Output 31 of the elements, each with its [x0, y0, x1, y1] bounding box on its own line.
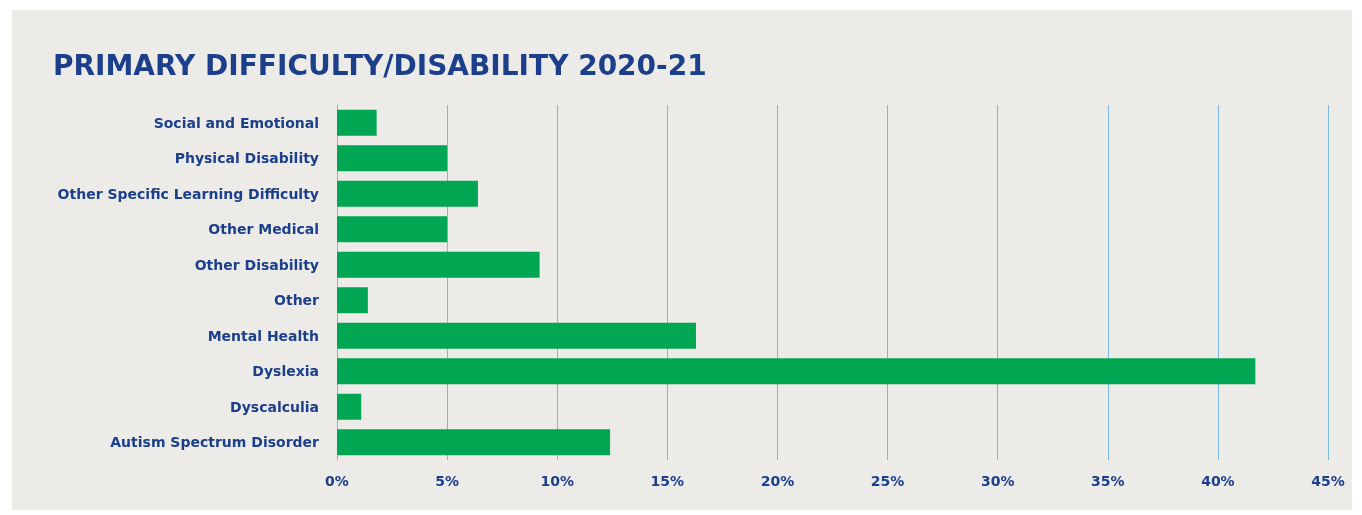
bar	[337, 251, 540, 278]
x-tick-label: 40%	[1201, 473, 1235, 489]
y-tick-label: Other Medical	[208, 221, 319, 238]
y-tick-label: Dyscalculia	[230, 398, 319, 415]
x-tick-label: 45%	[1311, 473, 1345, 489]
bar	[337, 429, 611, 456]
x-tick-label: 0%	[325, 473, 349, 489]
x-tick-label: 15%	[650, 473, 685, 489]
y-tick-label: Dyslexia	[252, 363, 319, 380]
bar	[337, 109, 377, 136]
y-tick-label: Social and Emotional	[153, 114, 319, 131]
y-tick-label: Other Disability	[194, 256, 319, 273]
bar	[337, 393, 362, 420]
y-tick-label: Other	[274, 292, 320, 309]
y-tick-label: Physical Disability	[174, 150, 319, 167]
x-tick-label: 20%	[760, 473, 795, 489]
y-tick-label: Autism Spectrum Disorder	[110, 434, 320, 451]
bar	[337, 145, 448, 172]
bar	[337, 216, 448, 243]
x-tick-label: 5%	[435, 473, 459, 489]
bar	[337, 287, 368, 314]
bar	[337, 358, 1256, 385]
x-tick-label: 35%	[1091, 473, 1125, 489]
y-tick-label: Mental Health	[207, 327, 319, 344]
y-tick-label: Other Specific Learning Difficulty	[57, 185, 319, 202]
x-tick-label: 30%	[980, 473, 1015, 489]
bar	[337, 180, 478, 207]
bar	[337, 322, 696, 349]
x-tick-label: 25%	[870, 473, 905, 489]
x-tick-label: 10%	[540, 473, 574, 489]
chart-title: PRIMARY DIFFICULTY/DISABILITY 2020-21	[53, 48, 707, 82]
